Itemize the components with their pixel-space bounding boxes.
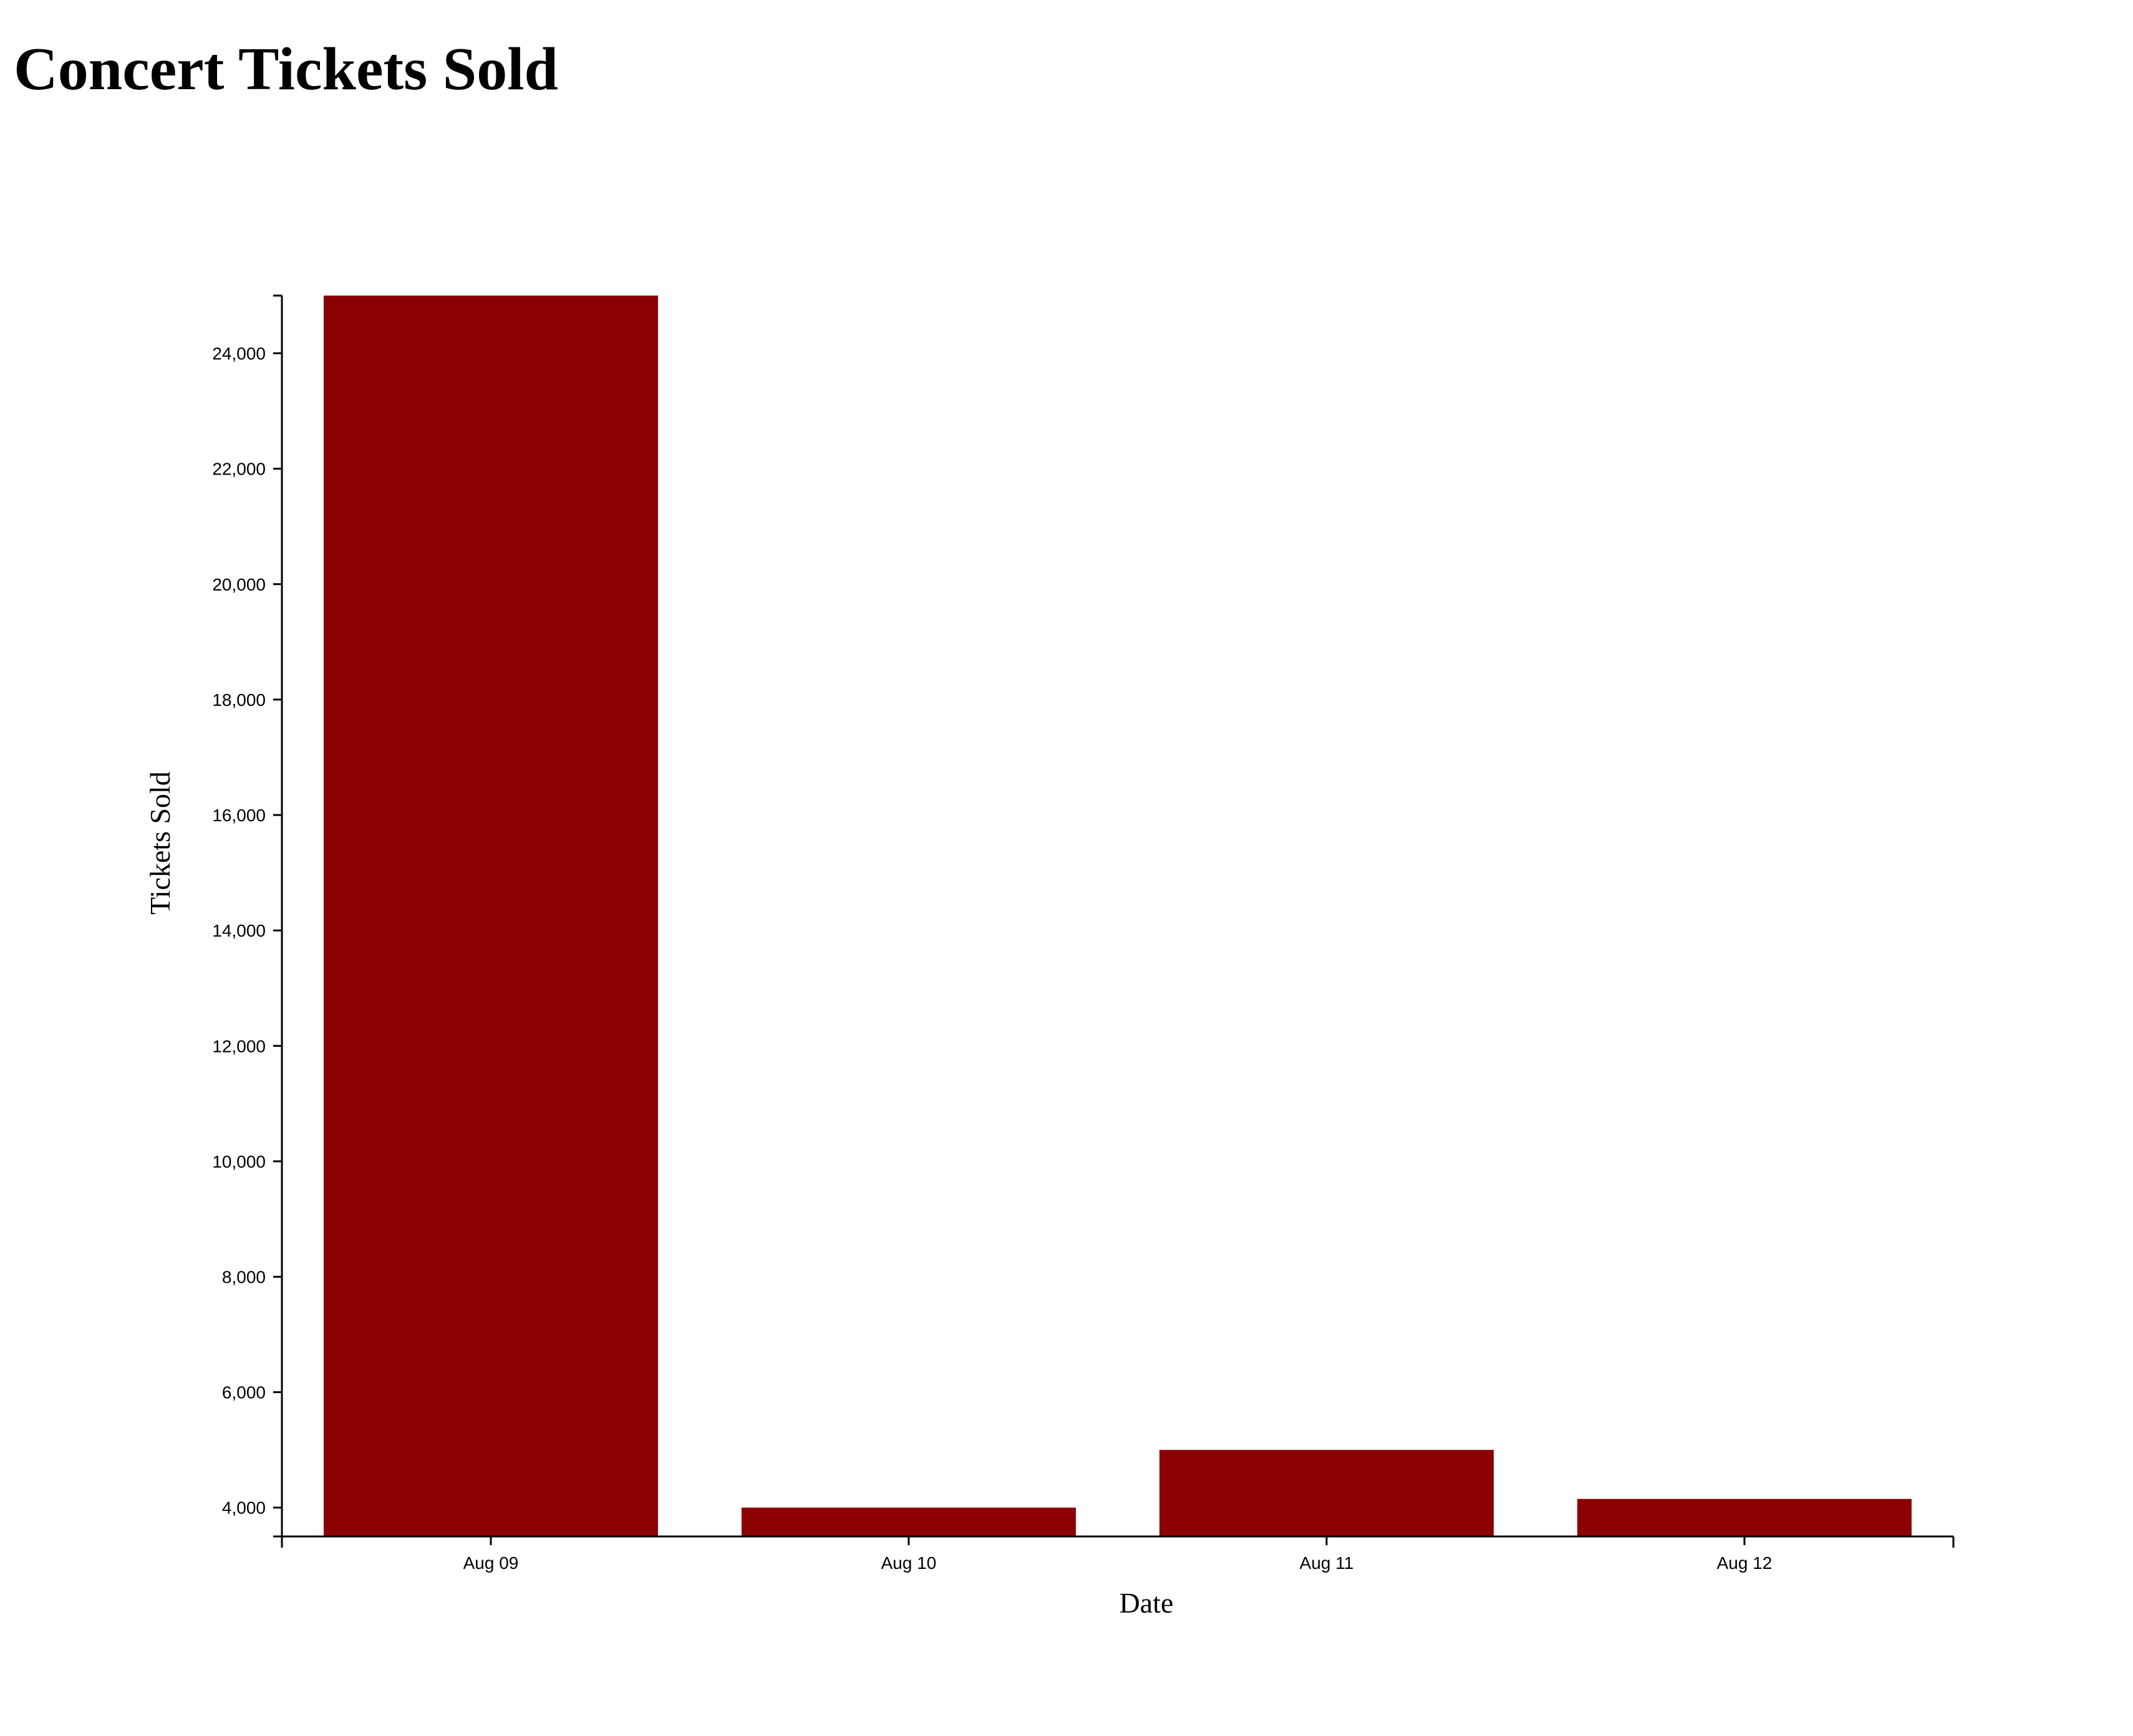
x-axis-title: Date bbox=[1120, 1587, 1174, 1619]
bars-group bbox=[324, 296, 1912, 1536]
y-tick-label: 4,000 bbox=[222, 1498, 266, 1518]
x-tick-label: Aug 11 bbox=[1300, 1553, 1354, 1573]
y-tick-label: 18,000 bbox=[212, 690, 266, 710]
bar-aug-10 bbox=[742, 1507, 1076, 1536]
y-tick-label: 16,000 bbox=[212, 806, 266, 825]
y-axis-title: Tickets Sold bbox=[144, 771, 176, 915]
y-tick-label: 10,000 bbox=[212, 1152, 266, 1171]
bar-aug-11 bbox=[1159, 1450, 1494, 1536]
y-tick-label: 6,000 bbox=[222, 1383, 266, 1402]
y-tick-label: 8,000 bbox=[222, 1267, 266, 1286]
page-title: Concert Tickets Sold bbox=[14, 36, 558, 103]
y-tick-label: 20,000 bbox=[212, 575, 266, 594]
bar-aug-09 bbox=[324, 296, 658, 1536]
y-tick-label: 12,000 bbox=[212, 1036, 266, 1056]
y-tick-label: 22,000 bbox=[212, 460, 266, 479]
y-axis: 4,000 6,000 8,000 10,000 12,000 14,000 16,000 1… bbox=[212, 294, 283, 1538]
y-tick-label: 14,000 bbox=[212, 921, 266, 940]
x-tick-label: Aug 12 bbox=[1717, 1553, 1773, 1573]
x-tick-label: Aug 10 bbox=[881, 1553, 937, 1573]
y-tick-label: 24,000 bbox=[212, 344, 266, 364]
x-axis: Aug 09 Aug 10 Aug 11 Aug 12 bbox=[281, 1535, 1955, 1573]
x-tick-label: Aug 09 bbox=[463, 1553, 519, 1573]
bar-aug-12 bbox=[1577, 1498, 1912, 1536]
